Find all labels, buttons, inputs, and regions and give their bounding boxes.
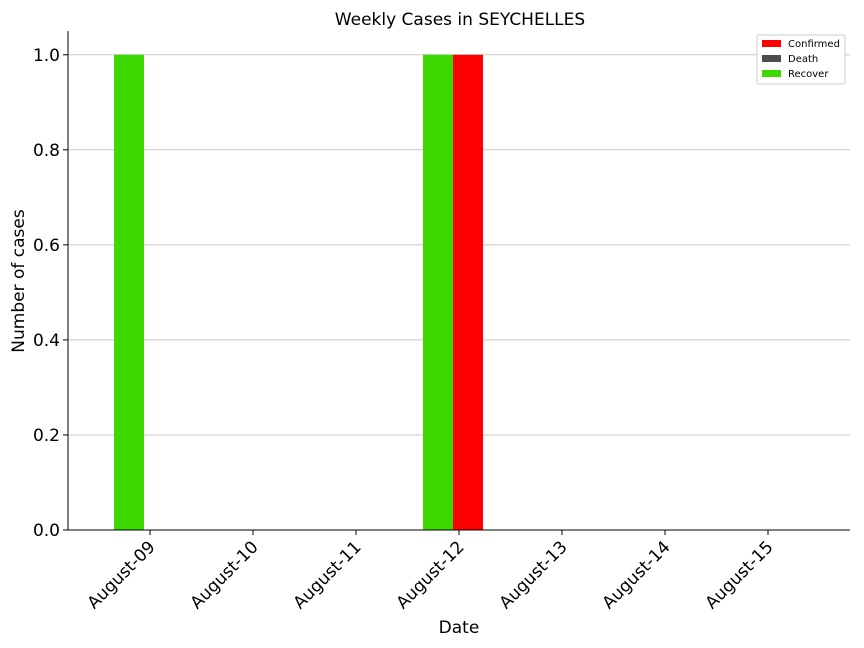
y-tick-label: 0.8 bbox=[33, 141, 60, 161]
legend: Confirmed Death Recover bbox=[756, 34, 846, 85]
x-tick-label: August-14 bbox=[599, 537, 675, 613]
x-tick-label: August-09 bbox=[84, 537, 160, 613]
x-ticks: August-09 August-10 August-11 August-12 Augu… bbox=[84, 530, 778, 613]
bar-recover-august-12 bbox=[423, 54, 453, 531]
legend-swatch-confirmed bbox=[762, 40, 781, 47]
y-tick-label: 0.6 bbox=[33, 236, 60, 256]
legend-label-confirmed: Confirmed bbox=[788, 39, 840, 50]
x-tick-label: August-13 bbox=[496, 537, 572, 613]
chart-title: Weekly Cases in SEYCHELLES bbox=[335, 10, 585, 30]
y-axis-label: Number of cases bbox=[9, 209, 29, 353]
x-tick-label: August-10 bbox=[187, 537, 263, 613]
legend-label-recover: Recover bbox=[788, 69, 829, 80]
bars bbox=[114, 54, 483, 531]
bar-confirmed-august-12 bbox=[453, 54, 483, 531]
legend-label-death: Death bbox=[788, 54, 818, 65]
y-tick-label: 1.0 bbox=[33, 46, 60, 66]
x-tick-label: August-15 bbox=[702, 537, 778, 613]
x-axis-label: Date bbox=[439, 618, 480, 638]
legend-swatch-recover bbox=[762, 70, 781, 77]
y-ticks: 0.0 0.2 0.4 0.6 0.8 1.0 bbox=[33, 46, 68, 541]
legend-swatch-death bbox=[762, 55, 781, 62]
y-tick-label: 0.2 bbox=[33, 426, 60, 446]
bar-recover-august-09 bbox=[114, 54, 144, 531]
x-tick-label: August-12 bbox=[393, 537, 469, 613]
y-tick-label: 0.4 bbox=[33, 331, 60, 351]
x-tick-label: August-11 bbox=[290, 537, 366, 613]
y-tick-label: 0.0 bbox=[33, 521, 60, 541]
